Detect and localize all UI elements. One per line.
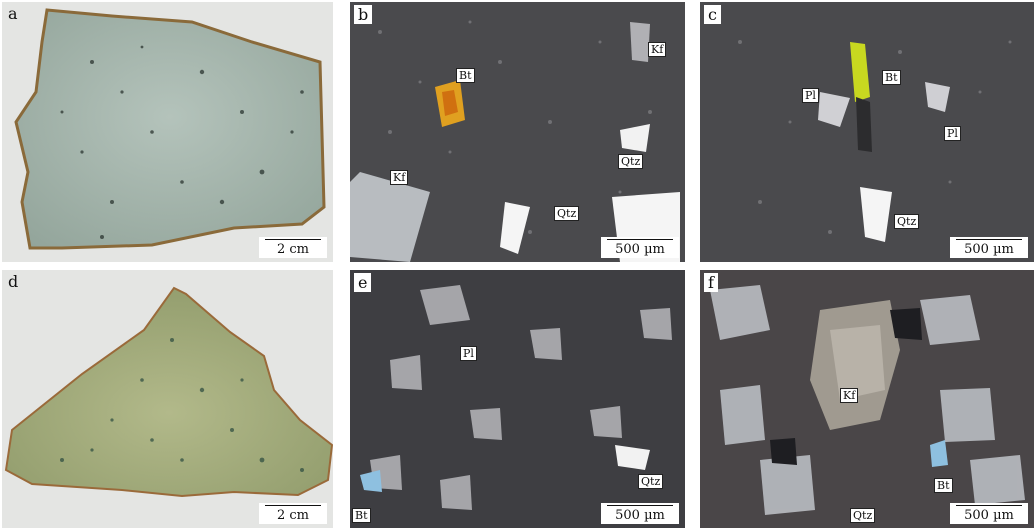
- scale-bar-a: 2 cm: [259, 237, 327, 258]
- panel-label-c: c: [704, 5, 721, 24]
- scale-bar-line: [956, 505, 1022, 506]
- panel-label-b: b: [354, 5, 373, 24]
- scale-bar-line: [607, 239, 673, 240]
- mineral-label-bt: Bt: [456, 68, 475, 83]
- panel-label-f: f: [704, 273, 718, 292]
- scale-bar-line: [607, 505, 673, 506]
- scale-bar-f: 500 µm: [950, 503, 1028, 524]
- panel-f: f Kf Bt Qtz 500 µm: [700, 270, 1034, 528]
- rock-specimen-d-image: [4, 286, 333, 498]
- micrograph-f-image: [700, 270, 1034, 528]
- mineral-label-kf: Kf: [390, 170, 409, 185]
- mineral-label-qtz: Qtz: [894, 214, 920, 229]
- scale-bar-e: 500 µm: [601, 503, 679, 524]
- micrograph-e-image: [350, 270, 685, 528]
- mineral-label-qtz: Qtz: [554, 206, 580, 221]
- scale-bar-text: 2 cm: [276, 508, 309, 523]
- panel-d: d 2 cm: [2, 270, 333, 528]
- panel-a: a 2 cm: [2, 2, 333, 262]
- mineral-label-qtz: Qtz: [638, 474, 664, 489]
- scale-bar-line: [265, 505, 321, 506]
- mineral-label-kf: Kf: [840, 388, 859, 403]
- micrograph-b-image: [350, 2, 685, 262]
- scale-bar-line: [956, 239, 1022, 240]
- scale-bar-c: 500 µm: [950, 237, 1028, 258]
- panel-c: c Bt Pl Pl Qtz 500 µm: [700, 2, 1034, 262]
- mineral-label-qtz: Qtz: [850, 508, 876, 523]
- scale-bar-d: 2 cm: [259, 503, 327, 524]
- mineral-label-pl: Pl: [802, 88, 819, 103]
- rock-specimen-a-image: [14, 8, 326, 250]
- mineral-label-bt: Bt: [882, 70, 901, 85]
- panel-label-e: e: [354, 273, 372, 292]
- panel-label-a: a: [8, 4, 18, 23]
- mineral-label-kf: Kf: [648, 42, 667, 57]
- mineral-label-bt: Bt: [352, 508, 371, 523]
- micrograph-c-image: [700, 2, 1034, 262]
- mineral-label-pl: Pl: [460, 346, 477, 361]
- scale-bar-text: 500 µm: [615, 508, 665, 523]
- mineral-label-bt: Bt: [934, 478, 953, 493]
- panel-e: e Pl Qtz Bt 500 µm: [350, 270, 685, 528]
- scale-bar-b: 500 µm: [601, 237, 679, 258]
- scale-bar-text: 2 cm: [276, 242, 309, 257]
- scale-bar-text: 500 µm: [964, 508, 1014, 523]
- scale-bar-line: [265, 239, 321, 240]
- panel-b: b Bt Kf Kf Qtz Qtz 500 µm: [350, 2, 685, 262]
- scale-bar-text: 500 µm: [964, 242, 1014, 257]
- mineral-label-pl: Pl: [944, 126, 961, 141]
- scale-bar-text: 500 µm: [615, 242, 665, 257]
- mineral-label-qtz: Qtz: [618, 154, 644, 169]
- panel-label-d: d: [8, 272, 19, 291]
